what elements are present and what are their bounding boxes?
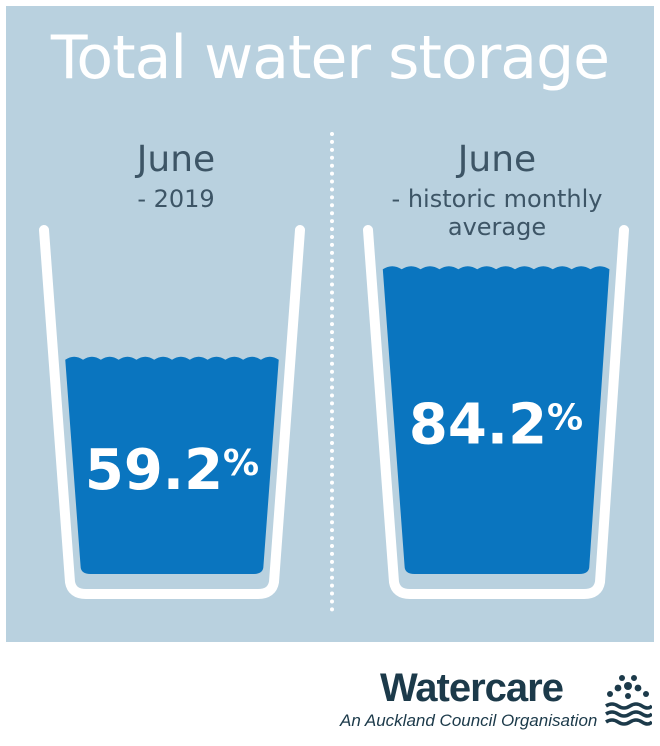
chart-title: Total water storage xyxy=(50,23,610,93)
dotted-divider xyxy=(330,132,334,612)
glass-label-historic-sub: - historic monthly average xyxy=(391,185,603,241)
glass-label-2019: June - 2019 xyxy=(46,142,306,214)
water-fill xyxy=(65,356,279,574)
glass-outline xyxy=(363,225,629,599)
glass-label-historic: June - historic monthly average xyxy=(374,142,620,241)
value-label: 84.2% xyxy=(409,393,583,458)
glass-label-2019-main: June xyxy=(136,139,216,180)
glasses-chart: 59.2% 84.2% xyxy=(39,225,629,599)
brand-name: Watercare xyxy=(380,666,564,710)
water-fill xyxy=(382,266,610,574)
infographic-panel: Total water storage June - 2019 June - h… xyxy=(6,6,654,642)
glass-label-historic-main: June xyxy=(457,139,537,180)
glass-outline xyxy=(39,225,305,599)
glass-label-2019-sub: - 2019 xyxy=(137,185,215,213)
glass-2019: 59.2% xyxy=(39,225,305,599)
glass-historic: 84.2% xyxy=(363,225,629,599)
brand-tagline: An Auckland Council Organisation xyxy=(340,711,598,730)
watercare-logo-icon xyxy=(605,675,652,726)
value-label: 59.2% xyxy=(85,438,259,503)
